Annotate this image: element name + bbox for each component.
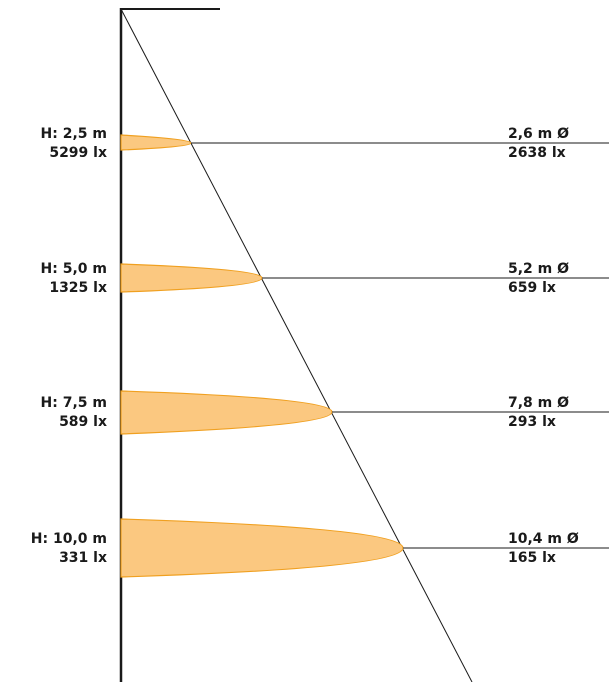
diameter-label: 7,8 m Ø — [508, 395, 569, 411]
diameter-label: 2,6 m Ø — [508, 126, 569, 142]
edge-lux-label: 165 lx — [508, 550, 556, 566]
light-spot-ellipse — [120, 134, 192, 151]
level-7-5m: H: 7,5 m 589 lx 7,8 m Ø 293 lx — [41, 390, 609, 435]
center-lux-label: 1325 lx — [49, 280, 107, 296]
light-spot-ellipse — [120, 390, 333, 435]
height-label: H: 2,5 m — [41, 126, 107, 142]
center-lux-label: 589 lx — [59, 414, 107, 430]
beam-edge-line — [120, 8, 473, 682]
center-lux-label: 331 lx — [59, 550, 107, 566]
light-spot-ellipse — [120, 518, 404, 578]
height-label: H: 5,0 m — [41, 261, 107, 277]
height-label: H: 7,5 m — [41, 395, 107, 411]
edge-lux-label: 293 lx — [508, 414, 556, 430]
level-2-5m: H: 2,5 m 5299 lx 2,6 m Ø 2638 lx — [41, 126, 609, 161]
height-label: H: 10,0 m — [31, 531, 107, 547]
light-spot-ellipse — [120, 263, 263, 293]
diameter-label: 5,2 m Ø — [508, 261, 569, 277]
edge-lux-label: 2638 lx — [508, 145, 566, 161]
level-10-0m: H: 10,0 m 331 lx 10,4 m Ø 165 lx — [31, 518, 609, 578]
diameter-label: 10,4 m Ø — [508, 531, 579, 547]
center-lux-label: 5299 lx — [49, 145, 107, 161]
edge-lux-label: 659 lx — [508, 280, 556, 296]
level-5-0m: H: 5,0 m 1325 lx 5,2 m Ø 659 lx — [41, 261, 609, 296]
